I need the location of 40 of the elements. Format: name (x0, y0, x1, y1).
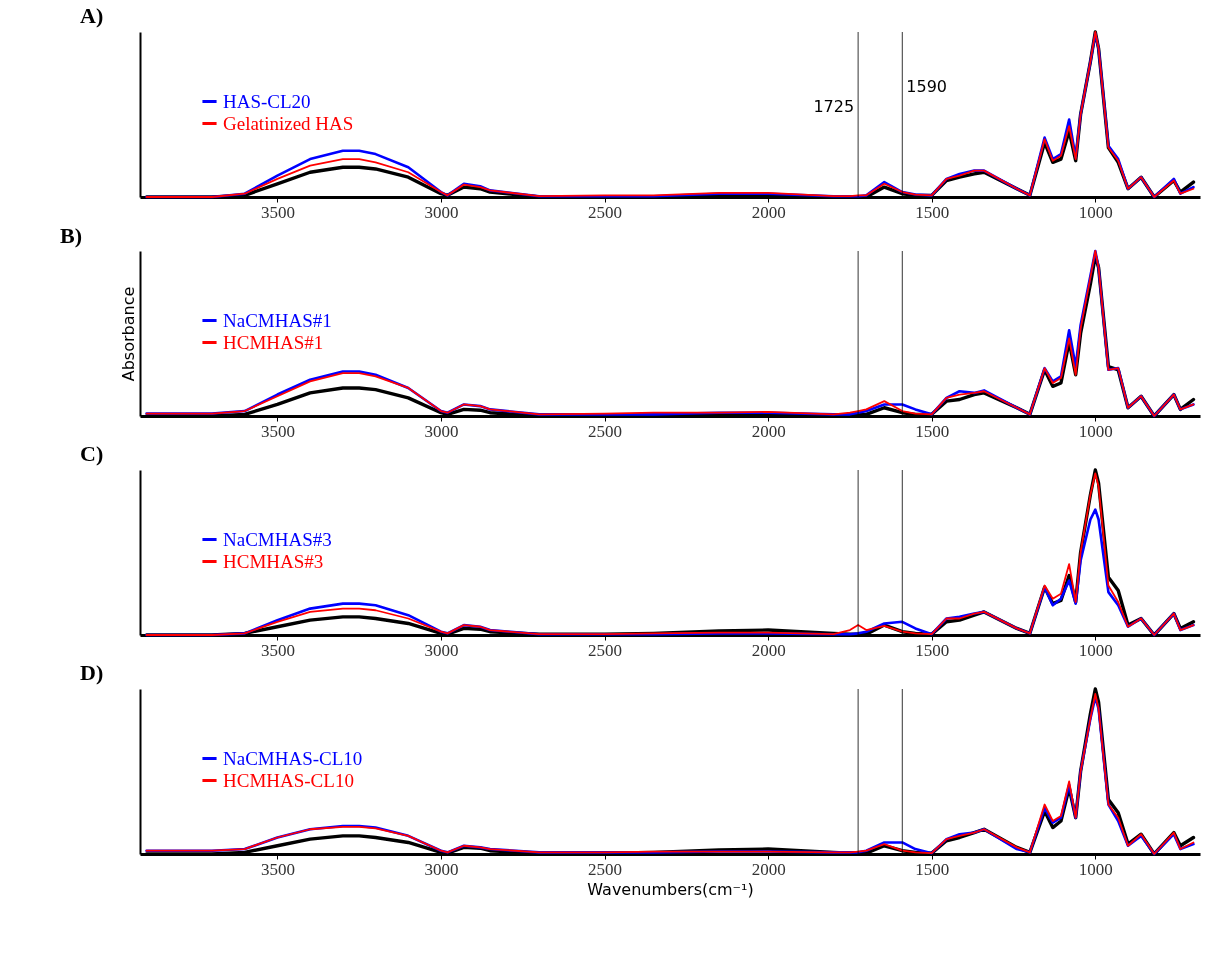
x-axis-title: Wavenumbers(cm⁻¹) (587, 879, 754, 899)
legend-label: HAS-CL20 (223, 90, 311, 112)
x-tick-label: 3500 (260, 640, 295, 660)
x-tick-label: 2500 (588, 202, 623, 222)
x-tick-label: 1500 (915, 859, 950, 879)
chart-title: B) (60, 222, 82, 248)
x-tick-label: 1000 (1078, 640, 1113, 660)
x-tick-label: 3500 (260, 421, 295, 441)
legend-label: NaCMHAS#3 (223, 528, 332, 550)
x-tick-label: 2500 (588, 859, 623, 879)
x-tick-label: 2500 (588, 640, 623, 660)
x-tick-label: 1000 (1078, 859, 1113, 879)
x-tick-label: 2500 (588, 421, 623, 441)
legend-label: NaCMHAS#1 (223, 309, 332, 331)
legend-label: HCMHAS-CL10 (223, 769, 354, 791)
chart-title: D) (80, 660, 104, 686)
y-axis-title: Absorbance (118, 286, 138, 382)
x-tick-label: 2000 (751, 421, 786, 441)
x-tick-label: 3000 (424, 421, 459, 441)
legend-label: NaCMHAS-CL10 (223, 747, 363, 769)
x-tick-label: 3500 (260, 859, 295, 879)
chart-title: C) (80, 441, 104, 467)
legend-label: Gelatinized HAS (223, 112, 354, 134)
x-tick-label: 3000 (424, 859, 459, 879)
x-tick-label: 3000 (424, 640, 459, 660)
x-tick-label: 1500 (915, 421, 950, 441)
chart-title: A) (80, 3, 104, 29)
x-tick-label: 3000 (424, 202, 459, 222)
x-tick-label: 1000 (1078, 421, 1113, 441)
x-tick-label: 2000 (751, 640, 786, 660)
x-tick-label: 1500 (915, 640, 950, 660)
x-tick-label: 3500 (260, 202, 295, 222)
legend-label: HCMHAS#1 (223, 331, 324, 353)
legend-label: HCMHAS#3 (223, 550, 324, 572)
x-tick-label: 2000 (751, 202, 786, 222)
x-tick-label: 1000 (1078, 202, 1113, 222)
x-tick-label: 2000 (751, 859, 786, 879)
ref-line-label: 1590 (906, 76, 947, 96)
x-tick-label: 1500 (915, 202, 950, 222)
ref-line-label: 1725 (813, 96, 855, 116)
